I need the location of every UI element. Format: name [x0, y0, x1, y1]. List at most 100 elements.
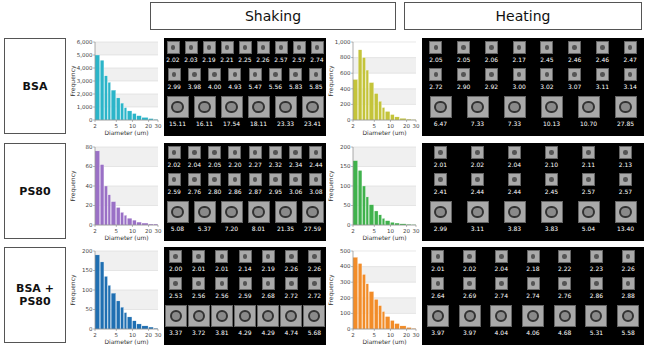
particle-thumbnail: [302, 96, 324, 118]
particle-thumbnail: [578, 96, 600, 118]
particle: [438, 150, 443, 155]
y-tick-label: 100: [82, 287, 93, 293]
particle-diameter: 2.00: [164, 265, 187, 272]
particle: [293, 150, 298, 155]
particle-diameter: 2.46: [561, 56, 589, 63]
y-tick-label: 200: [340, 101, 351, 107]
particle-thumbnail: [430, 201, 452, 223]
particle-thumbnail: [430, 96, 452, 118]
particle-thumbnail: [221, 201, 243, 223]
particle: [432, 310, 444, 322]
particle: [517, 72, 522, 77]
particle-diameter: 5.83: [286, 83, 306, 90]
y-tick-label: 1,000: [77, 104, 93, 110]
y-tick: [351, 147, 353, 148]
particle-thumbnail: [280, 305, 302, 327]
particle-thumbnail: [622, 250, 635, 263]
particle-thumbnail: [289, 146, 302, 159]
particle-diameter: 2.26: [254, 56, 272, 63]
particle-diameter: 2.95: [265, 188, 285, 195]
particle-diameter: 2.05: [450, 56, 478, 63]
histogram: 01,0002,0003,0004,0005,0006,00025102030D…: [70, 38, 162, 136]
histogram: 05010015020025102030Diameter (um)Frequen…: [70, 247, 162, 345]
particle-thumbnail: [545, 146, 558, 159]
particle-thumbnail: [289, 173, 302, 186]
bar: [121, 307, 124, 329]
y-tick-label: 500: [340, 248, 351, 254]
particle: [467, 281, 472, 286]
particle-diameter: 4.29: [233, 329, 256, 336]
particle: [312, 254, 317, 259]
x-tick-label: 30: [413, 123, 420, 129]
particle: [306, 101, 318, 113]
particle: [434, 45, 439, 50]
bars: [95, 255, 158, 329]
particle-thumbnail: [582, 146, 595, 159]
bar: [111, 90, 116, 120]
x-tick-label: 2: [351, 332, 355, 338]
particle-diameter: 2.02: [454, 265, 486, 272]
bar: [374, 211, 378, 225]
bar: [116, 301, 120, 329]
particle: [289, 281, 294, 286]
particle: [508, 206, 520, 218]
particle-diameter: 6.47: [422, 120, 459, 127]
particle-diameter: 2.26: [612, 265, 644, 272]
bar: [379, 101, 382, 120]
y-tick: [93, 68, 95, 69]
particle: [193, 310, 205, 322]
particle: [293, 177, 298, 182]
y-tick-label: 100: [340, 310, 351, 316]
particle: [499, 254, 504, 259]
particle-diameter: 4.68: [549, 329, 581, 336]
particle-thumbnail: [508, 173, 521, 186]
particle: [314, 150, 319, 155]
particle: [279, 206, 291, 218]
particle-thumbnail: [558, 277, 571, 290]
particle: [545, 101, 557, 113]
particle-thumbnail: [558, 250, 571, 263]
particle-thumbnail: [495, 250, 508, 263]
bar: [366, 284, 369, 329]
particle-diameter: 2.53: [164, 292, 187, 299]
row-label: BSA + PS80: [4, 247, 66, 343]
grid-band: [95, 147, 158, 167]
particle-diameter: 2.80: [205, 188, 225, 195]
bar: [137, 222, 142, 225]
bar: [104, 76, 107, 120]
particle: [212, 72, 217, 77]
particle-thumbnail: [239, 250, 252, 263]
y-tick-label: 50: [86, 306, 93, 312]
particle: [527, 310, 539, 322]
particle: [467, 254, 472, 259]
y-tick: [93, 94, 95, 95]
y-tick-label: 200: [82, 248, 93, 254]
particle-thumbnail: [309, 173, 322, 186]
particle-thumbnail: [188, 173, 201, 186]
histogram: 02004006008001,00025102030Diameter (um)F…: [328, 38, 420, 136]
particle-thumbnail: [249, 146, 262, 159]
particle-thumbnail: [188, 146, 201, 159]
particle-thumbnail: [545, 173, 558, 186]
bar: [400, 326, 406, 329]
particle-diameter: 18.11: [245, 120, 272, 127]
y-axis-label: Frequency: [328, 274, 335, 305]
y-tick: [93, 225, 95, 226]
particle-diameter: 2.47: [616, 56, 644, 63]
particle-thumbnail: [234, 305, 256, 327]
particle-thumbnail: [457, 41, 470, 54]
particle: [600, 45, 605, 50]
y-tick-label: 200: [340, 295, 351, 301]
x-tick-label: 2: [93, 123, 97, 129]
grid-line: [95, 147, 158, 148]
bar: [362, 186, 365, 225]
y-tick: [93, 290, 95, 291]
particle-thumbnail: [522, 305, 544, 327]
particle-thumbnail: [188, 305, 210, 327]
y-tick: [351, 73, 353, 74]
particle: [545, 72, 550, 77]
particle-thumbnail: [275, 96, 297, 118]
particle: [623, 177, 628, 182]
bars: [353, 257, 416, 329]
particle-thumbnail: [308, 277, 321, 290]
